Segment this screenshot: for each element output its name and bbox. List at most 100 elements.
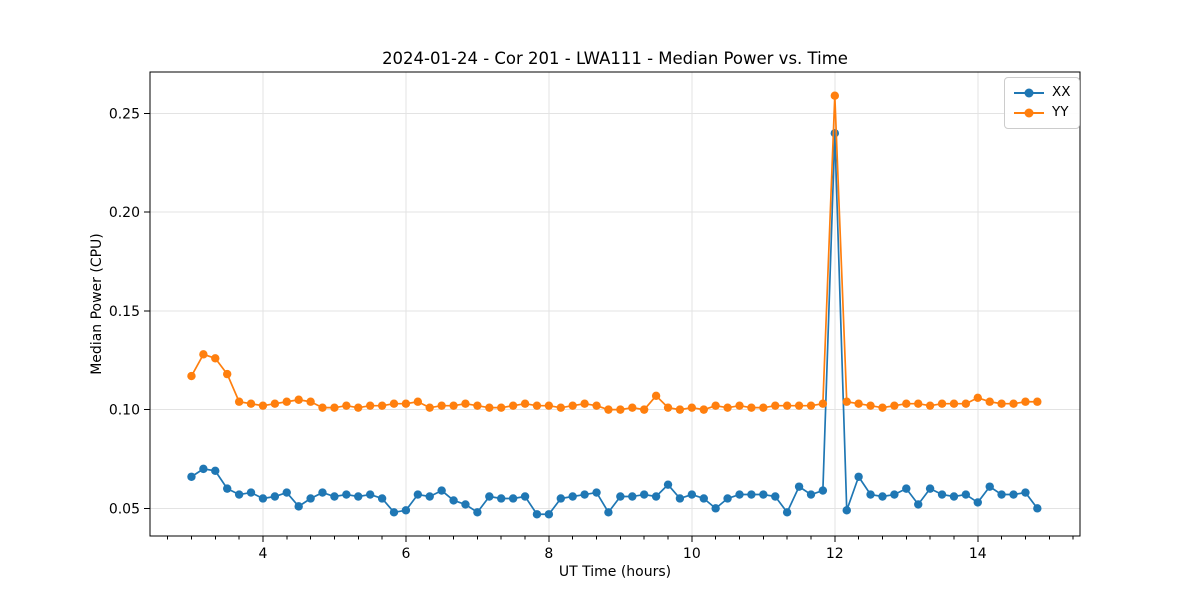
data-point-xx — [902, 484, 911, 493]
data-point-xx — [663, 480, 673, 489]
legend-line-marker-icon — [1014, 108, 1044, 118]
data-point-yy — [330, 403, 339, 412]
data-point-yy — [937, 399, 947, 408]
data-point-yy — [532, 401, 542, 410]
data-point-yy — [568, 401, 577, 410]
data-point-xx — [711, 504, 720, 513]
data-point-xx — [377, 494, 387, 503]
data-point-yy — [842, 397, 851, 406]
data-point-xx — [449, 496, 458, 505]
data-point-xx — [937, 490, 947, 499]
data-point-xx — [401, 506, 411, 515]
y-axis-label: Median Power (CPU) — [89, 233, 105, 375]
data-point-yy — [675, 405, 685, 414]
data-point-yy — [234, 397, 244, 406]
data-point-yy — [902, 399, 911, 408]
data-point-xx — [687, 490, 697, 499]
legend: XX YY — [1004, 77, 1080, 129]
data-point-yy — [377, 401, 387, 410]
data-point-yy — [496, 403, 506, 412]
data-point-xx — [973, 498, 982, 507]
data-point-yy — [735, 401, 744, 410]
data-point-yy — [723, 403, 732, 412]
data-point-xx — [413, 490, 423, 499]
data-point-xx — [997, 490, 1006, 499]
data-point-yy — [473, 401, 482, 410]
series-line-yy — [190, 94, 1038, 411]
data-point-yy — [616, 405, 625, 414]
data-point-xx — [890, 490, 899, 499]
data-point-yy — [342, 401, 351, 410]
data-point-xx — [389, 508, 399, 517]
data-point-xx — [651, 492, 661, 501]
data-point-xx — [616, 492, 625, 501]
data-point-yy — [354, 403, 363, 412]
data-point-xx — [1009, 490, 1018, 499]
data-point-yy — [580, 399, 589, 408]
data-point-yy — [747, 403, 756, 412]
data-point-yy — [925, 401, 935, 410]
data-point-xx — [187, 472, 196, 481]
y-tick-label: 0.10 — [109, 403, 140, 419]
legend-label-xx: XX — [1052, 84, 1071, 101]
data-point-xx — [496, 494, 506, 503]
plot-border — [149, 71, 1081, 537]
data-point-xx — [365, 490, 375, 499]
x-tick-label: 10 — [683, 546, 701, 562]
legend-label-yy: YY — [1052, 104, 1069, 121]
data-point-xx — [1021, 488, 1030, 497]
y-tick-label: 0.20 — [109, 205, 140, 221]
x-tick-label: 12 — [826, 546, 844, 562]
data-point-xx — [723, 494, 732, 503]
data-point-yy — [211, 354, 220, 363]
data-point-xx — [246, 488, 256, 497]
data-point-yy — [1009, 399, 1018, 408]
data-point-xx — [211, 466, 220, 476]
y-tick-label: 0.05 — [109, 501, 140, 517]
data-point-yy — [246, 399, 256, 408]
data-point-xx — [806, 490, 816, 499]
x-tick-label: 6 — [401, 546, 410, 562]
data-point-yy — [306, 397, 315, 406]
x-tick-label: 14 — [969, 546, 987, 562]
data-point-xx — [747, 490, 756, 499]
data-point-yy — [878, 403, 887, 412]
data-point-yy — [365, 401, 375, 410]
data-point-yy — [449, 401, 458, 410]
data-point-xx — [532, 510, 542, 519]
data-point-xx — [485, 492, 494, 501]
chart-title: 2024-01-24 - Cor 201 - LWA111 - Median P… — [382, 49, 848, 68]
data-point-yy — [413, 397, 423, 406]
data-point-yy — [651, 391, 661, 401]
data-point-xx — [639, 490, 649, 499]
data-point-xx — [223, 484, 232, 493]
data-point-xx — [199, 464, 208, 474]
data-point-xx — [306, 494, 315, 503]
series-line-xx — [190, 132, 1039, 516]
data-point-yy — [830, 91, 840, 100]
data-point-xx — [294, 502, 303, 511]
data-point-xx — [544, 510, 554, 519]
data-point-yy — [282, 397, 291, 406]
data-point-xx — [854, 472, 863, 481]
data-point-xx — [508, 494, 518, 503]
data-point-yy — [794, 401, 804, 410]
data-point-yy — [389, 399, 399, 408]
data-point-yy — [949, 399, 959, 408]
data-point-yy — [485, 403, 494, 412]
data-point-yy — [592, 401, 601, 410]
data-point-xx — [318, 488, 327, 497]
data-point-yy — [294, 395, 303, 404]
data-point-yy — [890, 401, 899, 410]
data-point-yy — [914, 399, 923, 408]
data-point-yy — [973, 393, 982, 402]
data-point-xx — [759, 490, 768, 499]
data-point-xx — [735, 490, 744, 499]
data-point-xx — [771, 492, 780, 501]
data-point-xx — [830, 129, 840, 138]
x-tick-label: 4 — [258, 546, 267, 562]
data-point-yy — [818, 399, 828, 408]
data-point-yy — [699, 405, 708, 414]
data-point-xx — [556, 494, 566, 503]
data-point-xx — [842, 506, 851, 515]
